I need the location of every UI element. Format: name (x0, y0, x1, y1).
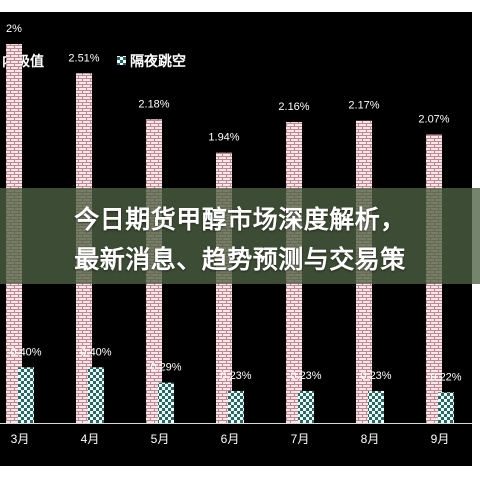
label-gap-3: 0.29% (150, 362, 181, 374)
bar-gap-2 (88, 367, 104, 423)
label-intraday-7: 2.07% (418, 114, 449, 126)
banner-title-line-1: 今日期货甲醇市场深度解析， (74, 205, 406, 234)
label-gap-4: 0.23% (220, 370, 251, 382)
x-tick-7: 9月 (431, 432, 450, 446)
x-tick-2: 4月 (81, 432, 100, 446)
label-gap-5: 0.23% (290, 370, 321, 382)
label-gap-1: 0.40% (10, 346, 41, 358)
title-banner: 今日期货甲醇市场深度解析， 最新消息、趋势预测与交易策 (0, 188, 480, 284)
label-intraday-3: 2.18% (138, 98, 169, 110)
label-gap-6: 0.23% (360, 370, 391, 382)
banner-title-line-2: 最新消息、趋势预测与交易策 (74, 245, 406, 274)
bar-gap-5 (298, 390, 314, 423)
label-intraday-4: 1.94% (208, 132, 239, 144)
label-gap-7: 0.22% (430, 371, 461, 383)
bar-gap-6 (368, 390, 384, 423)
label-intraday-2: 2.51% (68, 52, 99, 64)
label-gap-2: 0.40% (80, 346, 111, 358)
x-tick-6: 8月 (361, 432, 380, 446)
bar-gap-7 (438, 392, 454, 423)
x-tick-3: 5月 (151, 432, 170, 446)
x-tick-1: 3月 (11, 432, 30, 446)
label-intraday-1: 2% (6, 23, 22, 35)
legend-swatch-gap (117, 56, 126, 65)
bar-gap-1 (18, 367, 34, 423)
bar-gap-4 (228, 390, 244, 423)
label-intraday-6: 2.17% (348, 100, 379, 112)
legend-label-gap: 隔夜跳空 (130, 53, 186, 69)
label-intraday-5: 2.16% (278, 101, 309, 113)
x-tick-4: 6月 (221, 432, 240, 446)
x-tick-5: 7月 (291, 432, 310, 446)
bar-gap-3 (158, 382, 174, 423)
